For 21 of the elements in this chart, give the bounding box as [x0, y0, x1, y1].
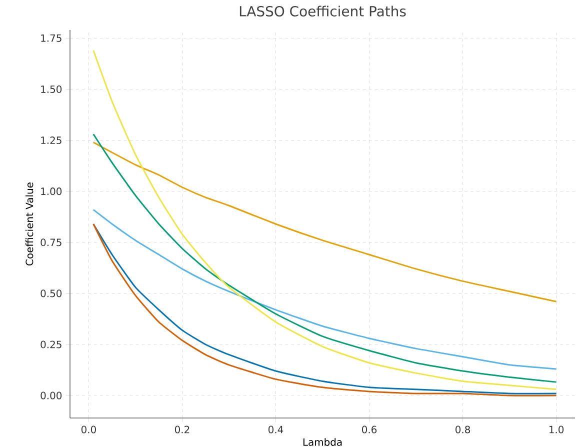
line-series	[92, 50, 558, 390]
x-tick-label: 0.8	[456, 426, 470, 434]
y-tick-label: 1.00	[41, 188, 62, 196]
y-axis-title: Coefficient Value	[25, 182, 34, 266]
y-tick-label: 1.75	[41, 34, 62, 42]
y-tick-label: 0.25	[40, 340, 62, 348]
line-series	[92, 133, 558, 383]
x-tick-label: 1.0	[549, 426, 564, 434]
y-tick-label: 1.25	[41, 136, 62, 144]
chart-title: LASSO Coefficient Paths	[240, 6, 406, 17]
y-tick-label: 0.00	[40, 392, 62, 400]
x-axis-title: Lambda	[303, 438, 342, 446]
y-tick-label: 1.50	[41, 85, 62, 93]
y-tick-label: 0.75	[40, 238, 62, 246]
x-tick-label: 0.4	[268, 426, 284, 434]
y-tick-label: 0.50	[40, 290, 62, 298]
line-series	[92, 142, 558, 302]
x-tick-label: 0.6	[362, 426, 377, 434]
x-tick-label: 0.2	[174, 426, 190, 434]
line-series	[92, 208, 558, 370]
x-tick-label: 0.0	[81, 426, 96, 434]
